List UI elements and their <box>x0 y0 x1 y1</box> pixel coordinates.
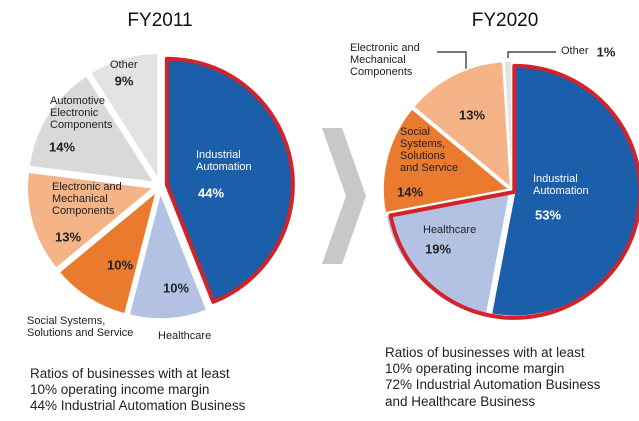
caption-line: Ratios of businesses with at least <box>385 345 585 360</box>
value-label: 10% <box>162 280 190 296</box>
chart-title: FY2020 <box>471 10 539 31</box>
slice-label: Industrial Automation <box>196 149 252 173</box>
value-label: 9% <box>114 73 134 89</box>
value-label: 1% <box>596 44 616 60</box>
highlight-outline <box>164 56 295 304</box>
slice-label: Social Systems, Solutions and Service <box>27 315 134 339</box>
pie-slice <box>89 52 159 182</box>
caption-line: Ratios of businesses with at least <box>30 366 230 381</box>
pie-slice <box>382 107 511 214</box>
leader-line <box>507 51 556 58</box>
slice-label: Social Systems, Solutions and Service <box>400 126 459 174</box>
arrow <box>322 128 366 264</box>
value-label: 10% <box>106 257 134 273</box>
pie-slice <box>128 190 208 320</box>
slice-label: Healthcare <box>423 224 477 236</box>
value-label: 19% <box>424 241 452 257</box>
pie-slice <box>503 60 513 188</box>
slice-label: Other <box>561 45 589 57</box>
slice-label: Automotive Electronic Components <box>50 95 113 131</box>
caption-line: 10% operating income margin <box>385 361 565 377</box>
value-label: 14% <box>48 139 76 155</box>
slice-label: Healthcare <box>158 330 212 342</box>
caption: Ratios of businesses with at least 10% op… <box>30 366 245 415</box>
slice-label: Other <box>110 59 138 71</box>
slice-label: Electronic and Mechanical Components <box>350 42 420 78</box>
value-label: 14% <box>396 184 424 200</box>
caption-line: 44% Industrial Automation Business <box>30 398 246 414</box>
value-label: 44% <box>197 185 225 201</box>
caption-line: 10% operating income margin <box>30 382 210 398</box>
pie-slice <box>58 189 158 315</box>
caption: Ratios of businesses with at least 10% op… <box>385 345 600 410</box>
value-label: 53% <box>534 207 562 223</box>
pie-slice <box>26 171 156 270</box>
chart-title: FY2011 <box>127 10 193 31</box>
highlight-outline <box>388 63 639 320</box>
pie-slice <box>28 74 156 184</box>
value-label: 13% <box>458 107 486 123</box>
caption-line: 72% Industrial Automation Business <box>385 377 601 393</box>
slice-label: Electronic and Mechanical Components <box>52 181 122 217</box>
caption-line: and Healthcare Business <box>385 393 536 409</box>
value-label: 13% <box>54 229 82 245</box>
pie-slice <box>412 60 512 190</box>
slice-label: Industrial Automation <box>533 173 589 197</box>
